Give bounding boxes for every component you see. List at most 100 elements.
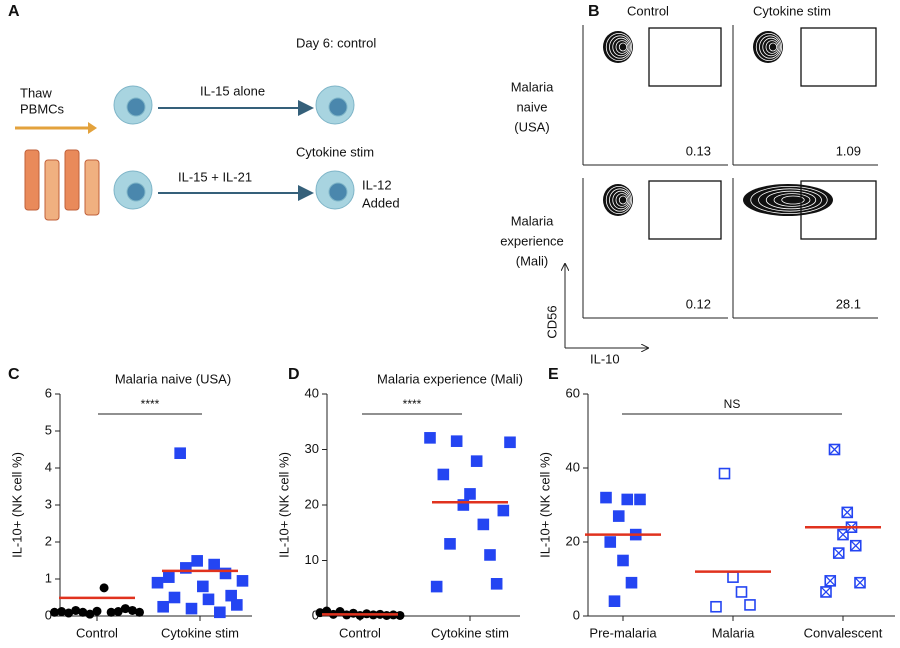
flow-contour <box>605 185 633 214</box>
point-shape <box>727 571 739 583</box>
flow-contour <box>603 31 633 63</box>
panel-label: C <box>8 366 20 383</box>
data-point <box>608 595 621 608</box>
data-point <box>214 606 226 619</box>
significance-label: **** <box>403 397 422 411</box>
flow-contour <box>615 193 629 207</box>
flow-contour <box>762 37 780 57</box>
chart-title: Malaria experience (Mali) <box>377 371 523 386</box>
flow-contour <box>612 37 630 57</box>
point-shape <box>163 571 175 583</box>
flow-contour <box>750 185 828 214</box>
thaw-arrow-head <box>88 122 97 134</box>
il12-label: IL-12 <box>362 177 392 192</box>
data-point <box>490 578 503 590</box>
point-shape <box>608 595 621 608</box>
y-tick-label: 20 <box>305 496 319 511</box>
data-point <box>497 504 510 517</box>
flow-contour <box>765 40 779 54</box>
data-point <box>625 576 638 589</box>
row-label: Malaria <box>511 213 554 228</box>
point-shape <box>612 510 625 522</box>
condition-label: IL-15 alone <box>200 83 265 98</box>
data-point <box>151 576 164 589</box>
data-point <box>120 604 130 614</box>
y-tick-label: 40 <box>305 385 319 400</box>
y-tick-label: 6 <box>45 385 52 400</box>
flow-contour <box>618 42 628 52</box>
data-point <box>208 558 220 571</box>
data-point <box>484 549 496 561</box>
y-axis-label: IL-10+ (NK cell %) <box>537 452 552 558</box>
thaw-text: PBMCs <box>20 101 65 116</box>
data-point <box>202 593 215 606</box>
point-shape <box>464 488 476 500</box>
data-point <box>854 576 866 589</box>
point-shape <box>718 467 731 480</box>
gate-percentage: 0.12 <box>686 296 711 311</box>
day6-label: Day 6: control <box>296 35 376 50</box>
point-shape <box>617 554 629 567</box>
data-point <box>64 608 74 618</box>
flow-contour <box>743 184 833 216</box>
point-shape <box>202 593 215 606</box>
point-shape <box>437 468 450 481</box>
panel-label: E <box>548 366 559 383</box>
point-shape <box>621 493 634 506</box>
axis-label: CD56 <box>544 305 559 338</box>
data-point <box>174 447 186 460</box>
point-shape <box>710 600 722 613</box>
data-point <box>621 493 634 506</box>
data-point <box>634 493 646 506</box>
row-label: naive <box>516 99 547 114</box>
point-cross <box>833 547 845 559</box>
data-point <box>191 555 203 567</box>
data-point <box>710 600 722 613</box>
point-cross <box>841 506 853 518</box>
flow-contour <box>609 35 631 59</box>
y-tick-label: 1 <box>45 570 52 585</box>
stim-label: Cytokine stim <box>296 144 374 159</box>
data-point <box>457 499 470 511</box>
y-tick-label: 2 <box>45 533 52 548</box>
flow-contour <box>781 195 805 205</box>
point-shape <box>424 432 436 444</box>
point-shape <box>625 576 638 589</box>
flow-contour <box>603 184 633 216</box>
point-shape <box>219 567 232 580</box>
point-shape <box>490 578 503 590</box>
gate-percentage: 0.13 <box>686 143 711 158</box>
point-shape <box>477 518 490 531</box>
data-point <box>180 562 192 574</box>
x-tick-label: Control <box>339 625 381 640</box>
point-cross <box>854 577 866 589</box>
data-point <box>430 580 443 593</box>
flow-gate <box>800 27 877 87</box>
significance-label: **** <box>141 397 160 411</box>
point-shape <box>157 600 169 613</box>
y-tick-label: 3 <box>45 496 52 511</box>
data-point <box>106 607 116 617</box>
y-axis-label: IL-10+ (NK cell %) <box>276 452 291 558</box>
data-point <box>219 567 232 580</box>
point-shape <box>604 536 617 548</box>
data-point <box>828 443 841 456</box>
row-label: (USA) <box>514 119 549 134</box>
point-shape <box>444 538 456 550</box>
data-point <box>197 580 209 593</box>
x-tick-label: Cytokine stim <box>161 625 239 640</box>
row-label: (Mali) <box>516 253 549 268</box>
point-shape <box>180 562 192 574</box>
data-point <box>71 605 81 615</box>
data-point <box>437 468 450 481</box>
data-point <box>127 605 137 615</box>
condition-label: IL-15 + IL-21 <box>178 169 252 184</box>
data-point <box>600 491 612 504</box>
flow-contour <box>759 35 781 59</box>
data-point <box>477 518 490 531</box>
data-point <box>157 600 169 613</box>
point-shape <box>744 599 756 611</box>
il12-label: Added <box>362 195 400 210</box>
data-point <box>163 571 175 583</box>
axis-label: IL-10 <box>590 351 620 366</box>
